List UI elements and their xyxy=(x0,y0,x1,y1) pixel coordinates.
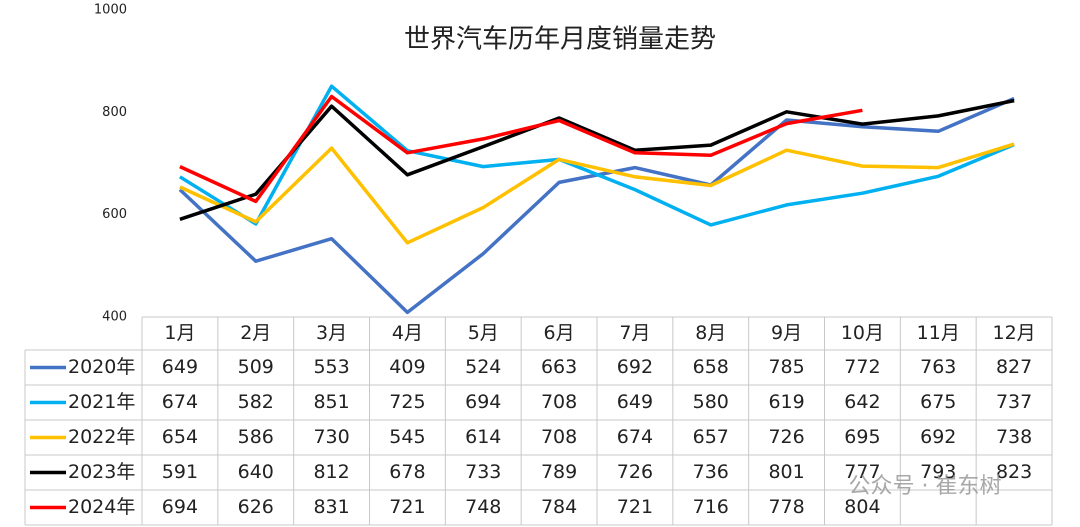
table-value: 675 xyxy=(920,391,956,413)
table-value: 614 xyxy=(465,426,501,448)
x-tick-label: 5月 xyxy=(468,322,499,344)
table-value: 777 xyxy=(844,461,880,483)
table-value: 801 xyxy=(768,461,804,483)
y-tick-label: 600 xyxy=(102,207,127,222)
x-tick-label: 9月 xyxy=(771,322,802,344)
x-tick-label: 8月 xyxy=(695,322,726,344)
table-value: 763 xyxy=(920,356,956,378)
table-value: 738 xyxy=(996,426,1032,448)
table-value: 649 xyxy=(617,391,653,413)
table-value: 812 xyxy=(313,461,349,483)
table-value: 663 xyxy=(541,356,577,378)
x-tick-label: 10月 xyxy=(841,322,884,344)
series-line xyxy=(178,84,1015,227)
table-value: 692 xyxy=(617,356,653,378)
table-value: 591 xyxy=(162,461,198,483)
table-value: 708 xyxy=(541,426,577,448)
table-value: 524 xyxy=(465,356,501,378)
table-value: 692 xyxy=(920,426,956,448)
table-value: 785 xyxy=(768,356,804,378)
table-value: 772 xyxy=(844,356,880,378)
table-value: 721 xyxy=(389,496,425,518)
table-value: 509 xyxy=(238,356,274,378)
table-value: 778 xyxy=(768,496,804,518)
table-value: 721 xyxy=(617,496,653,518)
table-value: 626 xyxy=(238,496,274,518)
table-value: 586 xyxy=(238,426,274,448)
table-value: 658 xyxy=(693,356,729,378)
table-value: 737 xyxy=(996,391,1032,413)
table-value: 582 xyxy=(238,391,274,413)
table-value: 545 xyxy=(389,426,425,448)
table-value: 654 xyxy=(162,426,198,448)
legend-label: 2024年 xyxy=(68,496,135,518)
table-value: 789 xyxy=(541,461,577,483)
table-value: 640 xyxy=(238,461,274,483)
watermark: 公众号 · 崔东树 xyxy=(849,474,1002,499)
series-line xyxy=(179,98,1015,221)
table-value: 649 xyxy=(162,356,198,378)
x-tick-label: 7月 xyxy=(619,322,650,344)
table-value: 642 xyxy=(844,391,880,413)
table-value: 804 xyxy=(844,496,880,518)
table-value: 694 xyxy=(465,391,501,413)
table-value: 733 xyxy=(465,461,501,483)
table-value: 736 xyxy=(693,461,729,483)
table-value: 831 xyxy=(313,496,349,518)
table-value: 553 xyxy=(313,356,349,378)
x-tick-label: 1月 xyxy=(164,322,195,344)
x-tick-label: 6月 xyxy=(544,322,575,344)
x-tick-label: 4月 xyxy=(392,322,423,344)
legend-label: 2023年 xyxy=(68,461,135,483)
table-value: 694 xyxy=(162,496,198,518)
table-value: 409 xyxy=(389,356,425,378)
table-value: 726 xyxy=(617,461,653,483)
table-value: 580 xyxy=(693,391,729,413)
table-value: 793 xyxy=(920,461,956,483)
x-tick-label: 3月 xyxy=(316,322,347,344)
table-value: 695 xyxy=(844,426,880,448)
table-value: 823 xyxy=(996,461,1032,483)
y-tick-label: 400 xyxy=(102,310,127,325)
x-tick-label: 11月 xyxy=(917,322,960,344)
chart-title: 世界汽车历年月度销量走势 xyxy=(404,25,716,55)
legend-label: 2020年 xyxy=(68,356,135,378)
y-tick-label: 1000 xyxy=(94,3,127,18)
table-value: 827 xyxy=(996,356,1032,378)
table-value: 730 xyxy=(313,426,349,448)
x-tick-label: 12月 xyxy=(992,322,1035,344)
series-line xyxy=(179,142,1015,245)
table-value: 674 xyxy=(162,391,198,413)
legend-label: 2021年 xyxy=(68,391,135,413)
table-value: 851 xyxy=(313,391,349,413)
table-value: 678 xyxy=(389,461,425,483)
x-tick-label: 2月 xyxy=(240,322,271,344)
table-value: 619 xyxy=(768,391,804,413)
table-value: 784 xyxy=(541,496,577,518)
table-value: 674 xyxy=(617,426,653,448)
table-value: 725 xyxy=(389,391,425,413)
table-value: 657 xyxy=(693,426,729,448)
table-value: 748 xyxy=(465,496,501,518)
y-tick-label: 800 xyxy=(102,105,127,120)
legend-label: 2022年 xyxy=(68,426,135,448)
table-value: 716 xyxy=(693,496,729,518)
table-value: 708 xyxy=(541,391,577,413)
table-value: 726 xyxy=(768,426,804,448)
series-line xyxy=(179,94,863,204)
